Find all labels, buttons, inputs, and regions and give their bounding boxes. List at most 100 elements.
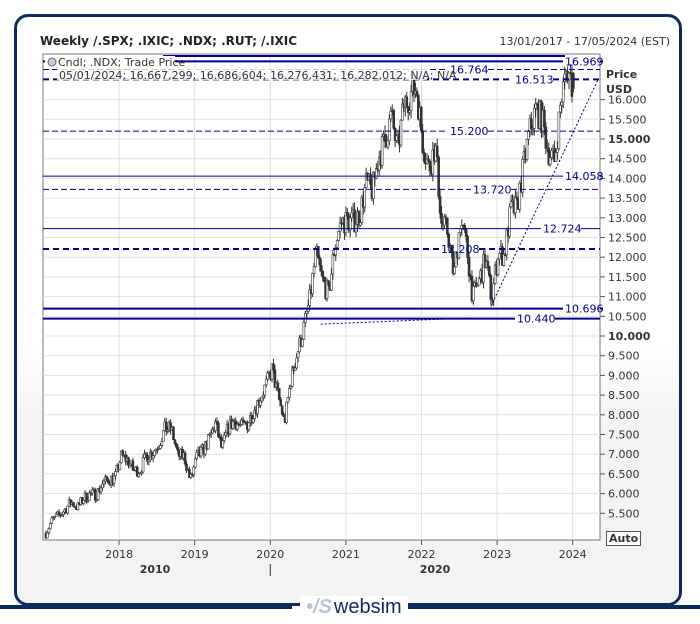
candle-up <box>518 182 522 210</box>
candle-down <box>544 126 548 149</box>
candle-down <box>273 369 277 388</box>
candle-up <box>222 434 226 441</box>
candle-up <box>151 455 155 459</box>
candle-up <box>159 445 162 449</box>
y-tick-label: 15.500 <box>608 113 647 126</box>
candle-up <box>96 487 100 500</box>
legend-series-label: Cndl; .NDX; Trade Price <box>58 56 186 69</box>
candle-up <box>50 517 54 524</box>
candle-down <box>486 260 490 267</box>
candle-up <box>498 253 501 260</box>
level-label: 10.696 <box>565 303 604 316</box>
y-axis-unit: USD <box>606 83 632 96</box>
candle-down <box>572 73 575 89</box>
candle-up <box>560 101 564 106</box>
candle-up <box>263 384 267 396</box>
candle-down <box>318 257 322 266</box>
candle-up <box>395 135 398 141</box>
candle-down <box>446 218 449 235</box>
candle-down <box>127 457 130 466</box>
candle-up <box>492 283 495 301</box>
candle-down <box>392 110 396 129</box>
y-tick-label: 8.000 <box>608 409 640 422</box>
candle-up <box>264 378 268 386</box>
auto-scale-button[interactable]: Auto <box>606 531 642 546</box>
candle-up <box>472 285 475 302</box>
candle-up <box>388 118 391 142</box>
candle-up <box>54 513 58 517</box>
candle-up <box>88 492 91 501</box>
candle-up <box>260 396 264 402</box>
candle-down <box>276 382 280 389</box>
candle-up <box>192 466 196 475</box>
level-label: 12.724 <box>543 223 582 236</box>
candle-up <box>363 187 367 208</box>
level-label: 16.764 <box>450 63 489 76</box>
candle-up <box>247 422 251 430</box>
candle-up <box>334 247 338 256</box>
candle-down <box>369 173 372 185</box>
candle-up <box>99 487 103 493</box>
candle-down <box>428 161 432 172</box>
y-axis-title: Price <box>606 68 637 81</box>
candle-down <box>463 225 467 230</box>
candle-down <box>317 246 320 259</box>
candle-up <box>153 450 156 456</box>
candle-down <box>475 282 478 287</box>
y-tick-label: 7.500 <box>608 429 640 442</box>
candle-down <box>185 463 188 472</box>
candle-down <box>280 405 284 415</box>
y-tick-label: 6.500 <box>608 468 640 481</box>
level-label: 14.058 <box>565 170 604 183</box>
candle-up <box>286 397 290 403</box>
trend-line <box>490 79 599 307</box>
x-tick-label: 2020 <box>256 548 284 561</box>
candle-up <box>401 103 404 121</box>
candle-up <box>290 366 294 387</box>
candle-down <box>183 452 187 465</box>
level-label: 12.208 <box>441 243 480 256</box>
candle-up <box>76 502 80 510</box>
candle-up <box>409 91 413 111</box>
candle-down <box>437 156 440 197</box>
candle-up <box>295 357 298 369</box>
candle-down <box>466 236 469 258</box>
y-tick-label: 7.000 <box>608 448 640 461</box>
y-tick-label: 16.000 <box>608 94 647 107</box>
y-tick-label: 8.500 <box>608 389 640 402</box>
candle-up <box>386 140 390 148</box>
footer-line-right <box>408 605 700 609</box>
candle-up <box>559 104 562 113</box>
candle-up <box>311 273 314 294</box>
candle-up <box>350 212 353 219</box>
candle-up <box>399 119 403 146</box>
candle-down <box>244 421 248 425</box>
candle-up <box>206 434 210 450</box>
era-label: 2020 <box>420 563 451 576</box>
candle-down <box>106 479 110 484</box>
candle-up <box>557 111 561 150</box>
chart-title: Weekly /.SPX; .IXIC; .NDX; .RUT; /.IXIC <box>40 34 298 48</box>
candle-down <box>173 439 177 444</box>
candle-up <box>563 73 566 83</box>
candle-down <box>543 109 546 128</box>
candle-up <box>102 480 106 485</box>
x-tick-label: 2024 <box>559 548 587 561</box>
candle-down <box>419 106 423 132</box>
candle-down <box>357 211 361 226</box>
level-label: 10.440 <box>517 313 556 326</box>
candle-up <box>296 351 300 359</box>
candle-down <box>405 96 409 108</box>
candle-up <box>554 152 558 162</box>
candle-up <box>525 139 529 160</box>
candle-down <box>176 446 180 451</box>
websim-logo: •/S websim <box>300 596 408 619</box>
candle-down <box>422 152 426 162</box>
candle-up <box>231 421 235 429</box>
y-tick-label: 11.000 <box>608 291 647 304</box>
candle-up <box>459 228 462 233</box>
candle-up <box>235 423 239 430</box>
candle-down <box>327 280 330 286</box>
candle-up <box>337 231 340 241</box>
